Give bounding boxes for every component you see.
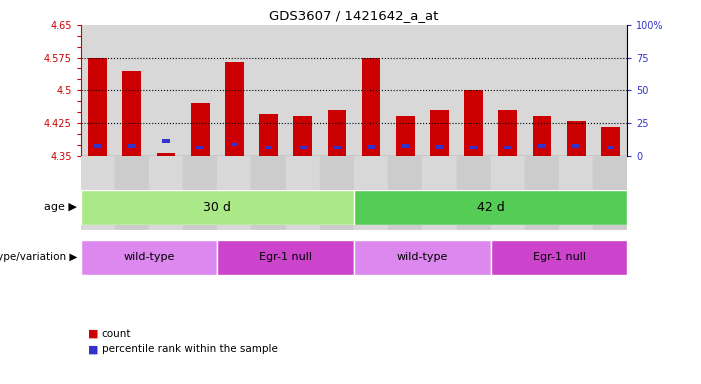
Bar [217, 240, 354, 275]
Bar [566, 121, 585, 156]
Bar [286, 156, 320, 230]
Bar [422, 25, 456, 156]
Text: 30 d: 30 d [203, 201, 231, 214]
Bar [81, 156, 115, 230]
Text: wild-type: wild-type [397, 252, 448, 262]
Title: GDS3607 / 1421642_a_at: GDS3607 / 1421642_a_at [269, 9, 439, 22]
Bar [320, 156, 354, 230]
Bar [456, 25, 491, 156]
Bar [504, 146, 512, 149]
Bar [81, 190, 354, 225]
Bar [115, 25, 149, 156]
Bar [156, 153, 175, 156]
Bar [327, 110, 346, 156]
Bar [252, 156, 286, 230]
Bar [367, 145, 375, 149]
Bar [538, 144, 545, 148]
Bar [362, 58, 381, 156]
Bar [217, 156, 252, 230]
Bar [94, 144, 102, 148]
Bar [191, 103, 210, 156]
Bar [149, 25, 183, 156]
Bar [593, 25, 627, 156]
Bar [217, 25, 252, 156]
Text: percentile rank within the sample: percentile rank within the sample [102, 344, 278, 354]
Bar [402, 144, 409, 148]
Bar [231, 143, 238, 146]
Bar [225, 62, 244, 156]
Bar [183, 25, 217, 156]
Bar [259, 114, 278, 156]
Text: Egr-1 null: Egr-1 null [259, 252, 312, 262]
Text: wild-type: wild-type [123, 252, 175, 262]
Bar [491, 156, 525, 230]
Bar [573, 144, 580, 148]
Text: ■: ■ [88, 329, 98, 339]
Bar [436, 145, 443, 149]
Bar [196, 146, 204, 149]
Bar [163, 139, 170, 143]
Bar [533, 116, 552, 156]
Bar [593, 156, 627, 230]
Text: 42 d: 42 d [477, 201, 505, 214]
Bar [422, 156, 456, 230]
Bar [388, 25, 422, 156]
Bar [88, 58, 107, 156]
Bar [498, 110, 517, 156]
Bar [456, 156, 491, 230]
Bar [265, 146, 272, 149]
Bar [183, 156, 217, 230]
Bar [601, 127, 620, 156]
Bar [464, 90, 483, 156]
Bar [286, 25, 320, 156]
Bar [606, 146, 614, 149]
Bar [491, 25, 525, 156]
Bar [252, 25, 286, 156]
Bar [396, 116, 415, 156]
Bar [81, 25, 115, 156]
Bar [470, 146, 477, 149]
Bar [525, 156, 559, 230]
Text: count: count [102, 329, 131, 339]
Bar [299, 146, 306, 149]
Text: genotype/variation ▶: genotype/variation ▶ [0, 252, 77, 262]
Bar [525, 25, 559, 156]
Bar [354, 240, 491, 275]
Text: Egr-1 null: Egr-1 null [533, 252, 585, 262]
Bar [354, 25, 388, 156]
Bar [293, 116, 312, 156]
Text: age ▶: age ▶ [44, 202, 77, 212]
Bar [320, 25, 354, 156]
Bar [354, 156, 388, 230]
Bar [115, 156, 149, 230]
Bar [430, 110, 449, 156]
Bar [333, 146, 341, 149]
Bar [128, 144, 135, 148]
Bar [491, 240, 627, 275]
Bar [559, 156, 593, 230]
Bar [354, 190, 627, 225]
Bar [123, 71, 142, 156]
Bar [81, 240, 217, 275]
Bar [149, 156, 183, 230]
Text: ■: ■ [88, 344, 98, 354]
Bar [559, 25, 593, 156]
Bar [388, 156, 422, 230]
